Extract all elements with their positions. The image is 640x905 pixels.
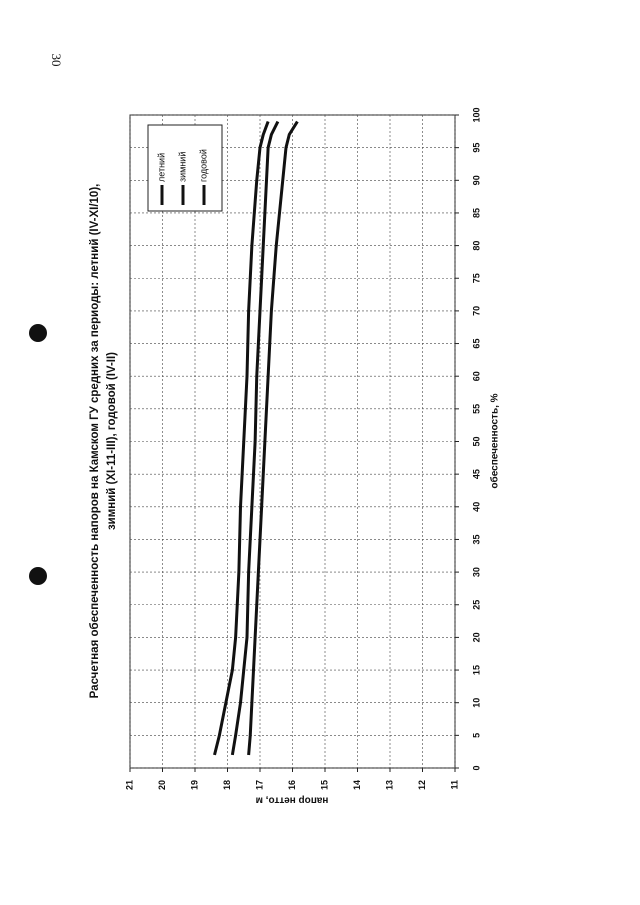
x-tick-label: 100 [471, 107, 481, 122]
page-number: 30 [49, 54, 64, 67]
y-tick-label: 16 [287, 780, 297, 790]
y-tick-label: 21 [124, 780, 134, 790]
x-tick-label: 20 [471, 632, 481, 642]
y-axis-title: напор нетто, м [256, 794, 329, 805]
series-line [213, 121, 270, 756]
x-tick-label: 70 [471, 306, 481, 316]
x-tick-label: 55 [471, 404, 481, 414]
y-tick-label: 18 [222, 780, 232, 790]
y-tick-label: 14 [352, 780, 362, 790]
y-tick-label: 17 [254, 780, 264, 790]
legend-label: годовой [198, 149, 208, 182]
legend-label: летний [156, 153, 166, 182]
legend-label: зимний [177, 152, 187, 182]
x-tick-label: 75 [471, 273, 481, 283]
chart-title: Расчетная обеспеченность напоров на Камс… [89, 184, 101, 699]
y-tick-label: 15 [319, 780, 329, 790]
series-line [230, 120, 280, 756]
x-tick-label: 40 [471, 502, 481, 512]
x-tick-label: 30 [471, 567, 481, 577]
x-tick-label: 10 [471, 698, 481, 708]
legend-box [147, 124, 223, 212]
x-tick-label: 0 [471, 765, 481, 770]
y-tick-label: 12 [417, 780, 427, 790]
chart-title: зимний (XI-11-III), годовой (IV-II) [106, 352, 118, 530]
x-tick-label: 90 [471, 175, 481, 185]
x-tick-label: 85 [471, 208, 481, 218]
x-tick-label: 45 [471, 469, 481, 479]
x-tick-label: 65 [471, 339, 481, 349]
x-tick-label: 15 [471, 665, 481, 675]
y-tick-label: 13 [384, 780, 394, 790]
x-tick-label: 35 [471, 534, 481, 544]
series-line [247, 120, 299, 756]
punch-hole [29, 567, 47, 585]
x-axis-title: обеспеченность, % [489, 393, 501, 488]
punch-hole [29, 324, 47, 342]
x-tick-label: 80 [471, 241, 481, 251]
x-tick-label: 60 [471, 371, 481, 381]
y-tick-label: 19 [189, 780, 199, 790]
x-tick-label: 95 [471, 143, 481, 153]
y-tick-label: 20 [157, 780, 167, 790]
x-tick-label: 5 [471, 733, 481, 738]
x-tick-label: 25 [471, 600, 481, 610]
chart: 11 12 13 14 15 16 17 18 19 20 21 0 5 10 15 20 25 30 35 40 45… [89, 107, 501, 805]
x-tick-label: 50 [471, 436, 481, 446]
y-tick-label: 11 [449, 780, 459, 790]
